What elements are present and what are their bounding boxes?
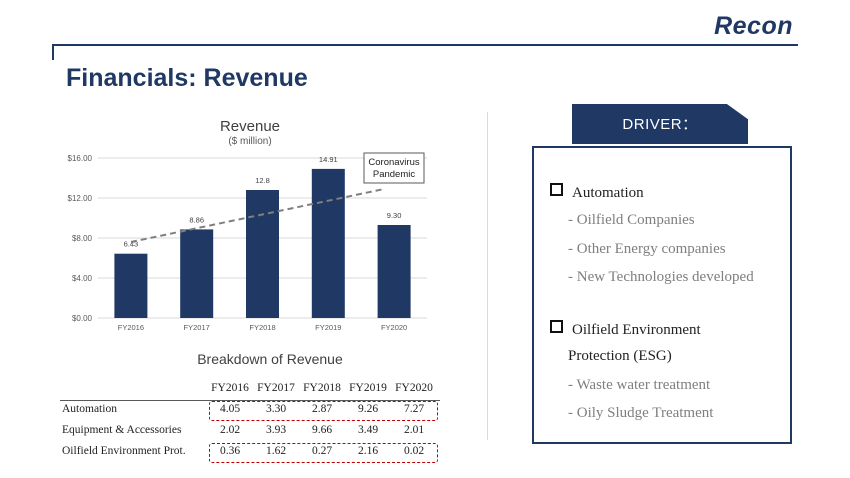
breakdown-title: Breakdown of Revenue bbox=[197, 351, 343, 367]
driver-panel: Automation - Oilfield Companies - Other … bbox=[532, 146, 792, 444]
driver-subitem: - Waste water treatment bbox=[568, 377, 711, 393]
bar bbox=[377, 225, 411, 318]
data-label: 12.8 bbox=[255, 176, 270, 185]
table-header-cell: FY2019 bbox=[349, 382, 387, 394]
table-header-row: FY2016 FY2017 FY2018 FY2019 FY2020 bbox=[60, 382, 440, 398]
table-cell: 7.27 bbox=[403, 403, 425, 415]
x-tick-label: FY2020 bbox=[381, 323, 407, 332]
table-header-cell: FY2016 bbox=[211, 382, 249, 394]
driver-item-label: Automation bbox=[572, 185, 644, 201]
table-header-cell: FY2020 bbox=[395, 382, 433, 394]
bar bbox=[180, 229, 214, 318]
header-rule-tick bbox=[52, 44, 54, 60]
driver-subitem: - New Technologies developed bbox=[568, 269, 754, 285]
table-header-cell: FY2018 bbox=[303, 382, 341, 394]
driver-item: Oilfield Environment bbox=[550, 320, 701, 339]
table-cell: 0.27 bbox=[311, 445, 333, 457]
data-label: 8.86 bbox=[189, 215, 204, 224]
x-tick-label: FY2018 bbox=[249, 323, 275, 332]
table-cell: 9.66 bbox=[311, 424, 333, 436]
driver-subitem: - Oily Sludge Treatment bbox=[568, 405, 714, 421]
table-cell: 0.02 bbox=[403, 445, 425, 457]
highlight-box-oilfield bbox=[209, 443, 438, 463]
annotation-line: Coronavirus bbox=[368, 157, 419, 168]
table-cell: 3.93 bbox=[265, 424, 287, 436]
row-label: Equipment & Accessories bbox=[62, 424, 182, 436]
highlight-box-automation bbox=[209, 401, 438, 421]
page-title: Financials: Revenue bbox=[66, 64, 308, 92]
table-cell: 2.02 bbox=[219, 424, 241, 436]
column-divider bbox=[487, 112, 488, 440]
trendline bbox=[130, 188, 385, 243]
table-cell: 2.87 bbox=[311, 403, 333, 415]
table-cell: 4.05 bbox=[219, 403, 241, 415]
bar bbox=[246, 190, 279, 318]
driver-subitem: - Oilfield Companies bbox=[568, 212, 695, 228]
y-tick-label: $12.00 bbox=[68, 194, 93, 203]
table-row: Automation 4.05 3.30 2.87 9.26 7.27 bbox=[60, 403, 440, 424]
driver-tab: DRIVER： bbox=[572, 104, 748, 144]
table-cell: 3.30 bbox=[265, 403, 287, 415]
chart-subtitle: ($ million) bbox=[228, 136, 272, 147]
row-label: Automation bbox=[62, 403, 117, 415]
table-row: Oilfield Environment Prot. 0.36 1.62 0.2… bbox=[60, 445, 440, 466]
breakdown-table: FY2016 FY2017 FY2018 FY2019 FY2020 Autom… bbox=[60, 382, 440, 466]
table-row: Equipment & Accessories 2.02 3.93 9.66 3… bbox=[60, 424, 440, 445]
chart-title: Revenue bbox=[219, 118, 281, 135]
data-label: 6.43 bbox=[124, 240, 139, 249]
table-cell: 9.26 bbox=[357, 403, 379, 415]
x-tick-label: FY2017 bbox=[184, 323, 210, 332]
data-label: 9.30 bbox=[387, 211, 402, 220]
driver-subitem: - Other Energy companies bbox=[568, 241, 726, 257]
square-bullet-icon bbox=[550, 320, 563, 333]
table-header-rule bbox=[60, 400, 440, 401]
y-tick-label: $8.00 bbox=[72, 234, 93, 243]
header-rule bbox=[52, 44, 798, 46]
table-cell: 2.16 bbox=[357, 445, 379, 457]
row-label: Oilfield Environment Prot. bbox=[62, 445, 186, 457]
driver-item-label: Oilfield Environment bbox=[572, 322, 701, 338]
x-tick-label: FY2019 bbox=[315, 323, 341, 332]
brand-logo: Recon bbox=[714, 12, 793, 40]
square-bullet-icon bbox=[550, 183, 563, 196]
annotation-line: Pandemic bbox=[373, 169, 415, 180]
table-cell: 2.01 bbox=[403, 424, 425, 436]
data-label: 14.91 bbox=[319, 155, 338, 164]
revenue-chart: $0.00 $4.00 $8.00 $12.00 $16.00 6.43 FY2016 8.8… bbox=[68, 152, 427, 332]
table-cell: 1.62 bbox=[265, 445, 287, 457]
annotation-box bbox=[363, 152, 425, 184]
table-cell: 3.49 bbox=[357, 424, 379, 436]
y-tick-label: $4.00 bbox=[72, 274, 93, 283]
bar bbox=[311, 168, 345, 318]
driver-item-label-cont: Protection (ESG) bbox=[568, 348, 672, 364]
y-tick-label: $0.00 bbox=[72, 314, 93, 323]
driver-item: Automation bbox=[550, 183, 644, 202]
y-tick-label: $16.00 bbox=[68, 154, 93, 163]
table-cell: 0.36 bbox=[219, 445, 241, 457]
x-tick-label: FY2016 bbox=[118, 323, 144, 332]
table-header-cell: FY2017 bbox=[257, 382, 295, 394]
bar bbox=[114, 253, 148, 318]
